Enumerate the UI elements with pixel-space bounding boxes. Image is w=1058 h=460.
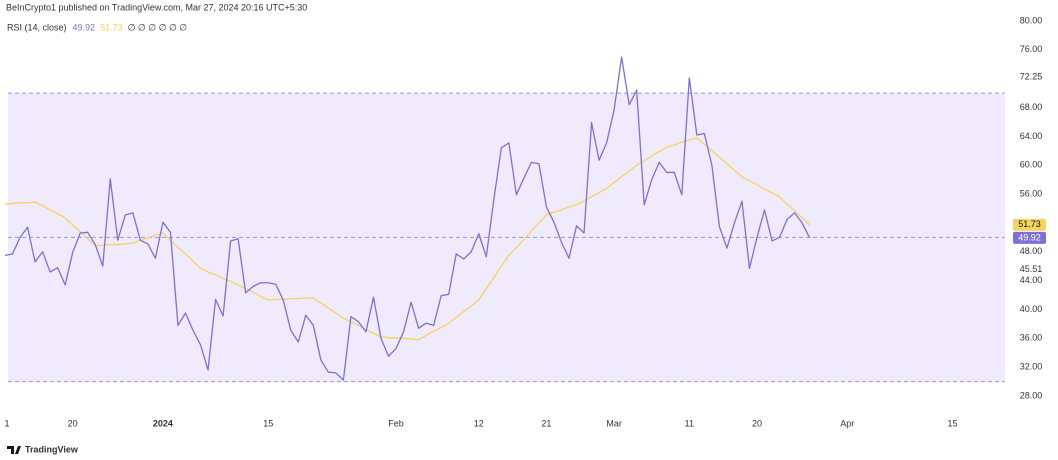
rsi-line [4,56,811,381]
x-tick-label: 21 [541,418,551,428]
y-tick-label: 76.00 [1020,44,1043,54]
footer-logo [7,446,21,454]
price-label-box [1013,218,1046,231]
rsi-line [4,137,811,341]
y-tick-label: 56.00 [1020,188,1043,198]
price-label-box [1013,231,1046,244]
legend-value: 49.92 [73,22,96,32]
y-tick-label: 60.00 [1020,160,1043,170]
x-tick-label: 11 [685,418,694,428]
x-tick-label: 20 [68,418,78,428]
x-tick-label: 1 [4,418,9,428]
y-tick-label: 64.00 [1020,131,1043,141]
x-tick-label: 12 [474,418,484,428]
x-tick-label: Mar [606,418,622,428]
y-tick-label: 68.00 [1020,102,1043,112]
footer-text: TradingView [25,444,79,454]
legend-label: RSI (14, close) [7,22,67,32]
y-tick-label: 40.00 [1020,304,1043,314]
y-tick-label: 80.00 [1020,15,1043,25]
y-tick-label: 72.25 [1020,71,1043,81]
y-tick-label: 48.00 [1020,246,1043,256]
x-tick-label: 15 [263,418,273,428]
y-tick-label: 36.00 [1020,333,1043,343]
x-tick-label: 20 [752,418,762,428]
y-tick-label: 32.00 [1020,362,1043,372]
price-label: 49.92 [1018,232,1041,242]
x-tick-label: Apr [840,418,854,428]
legend-value: 51.73 [100,22,123,32]
y-tick-label: 44.00 [1020,275,1043,285]
x-tick-label: 15 [948,418,958,428]
y-tick-label: 28.00 [1020,390,1043,400]
legend-extra: ∅ ∅ ∅ ∅ ∅ ∅ [128,22,188,32]
y-tick-label: 45.51 [1020,264,1043,274]
header-text: BeInCrypto1 published on TradingView.com… [6,2,307,12]
price-label: 51.73 [1018,219,1041,229]
x-tick-label: 2024 [153,418,173,428]
x-tick-label: Feb [388,418,404,428]
